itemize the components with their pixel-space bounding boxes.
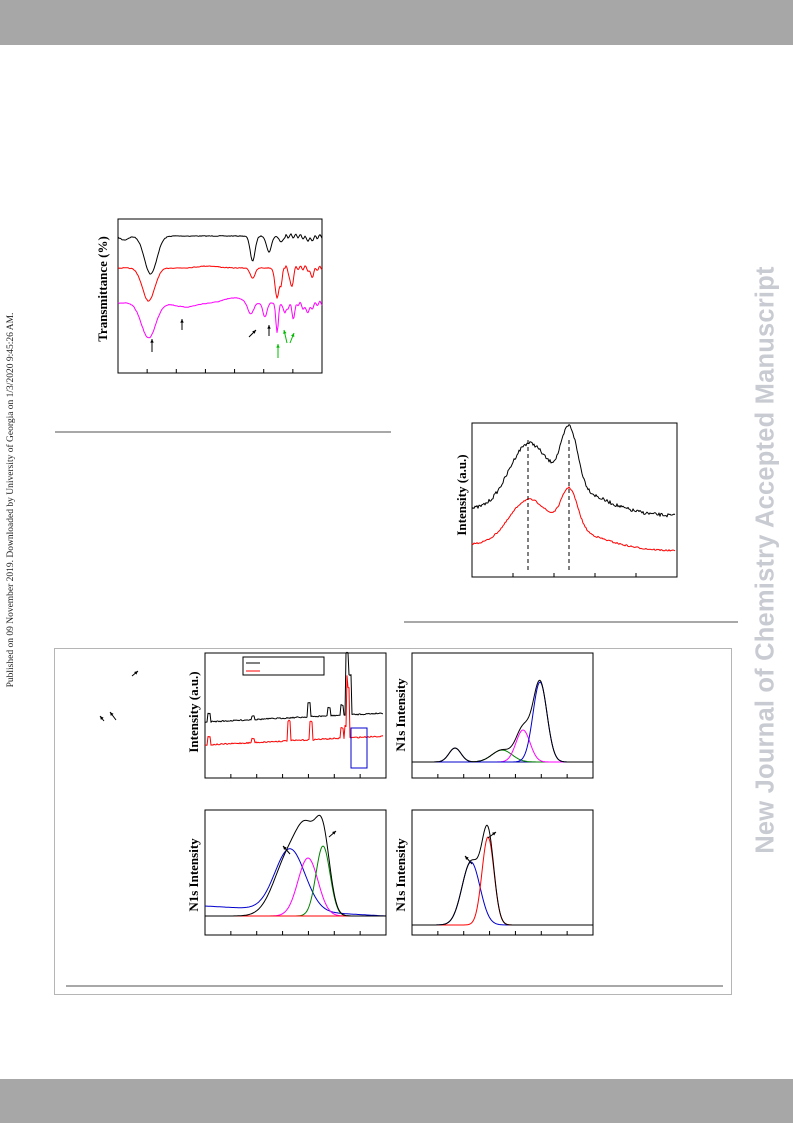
ftir-arrow-1-head [150,339,154,343]
ftir-arrow-3-head [252,330,256,334]
ftir-arrow-6-head [283,330,287,334]
xps-n1s-c-component-1 [412,861,593,926]
ftir-arrow-7-head [291,333,295,337]
xps-n1s-c-arrow-2-head [492,832,496,836]
ftir-series-2 [117,265,323,302]
xps-n1s-b-component-1 [204,848,387,917]
xrd-frame [471,422,678,578]
xps-n1s-b-component-3 [205,845,386,917]
xps-n1s-a-component-2 [412,749,593,763]
xps-n1s-a-frame [411,652,594,779]
xps-n1s-c-frame [411,809,594,936]
footer-bar [0,1079,793,1123]
ftir-series-1 [117,233,323,275]
header-bar [0,0,793,45]
xps-n1s-b-frame [204,809,387,936]
xrd-series-1 [471,424,676,518]
n1s-highlight-box [350,727,368,769]
xps-n1s-a-arrow-3-head [134,671,138,675]
xps-n1s-a-component-3 [412,729,593,763]
figure2-caption-rule [404,621,738,623]
xps-survey-frame [204,652,387,779]
xps-n1s-b-envelope [205,814,386,917]
ftir-arrow-5-head [276,344,280,348]
ftir-frame [117,218,323,374]
xps-n1s-c-arrow-1-head [465,856,469,860]
xps-n1s-b-arrow-1-head [283,846,287,850]
xps-n1s-b-arrow-2-head [332,831,336,835]
xps-n1s-a-arrow-1-head [100,716,104,720]
figure1-caption-rule [55,431,391,433]
xps-n1s-a-envelope [412,679,593,763]
ftir-arrow-2-head [180,319,184,323]
xps-n1s-c-envelope [412,824,593,926]
xps-survey-series-1 [204,651,384,724]
ftir-series-3 [117,297,323,339]
xps-n1s-c-component-2 [412,836,593,926]
xps-survey-legend [242,656,325,676]
xps-n1s-a-arrow-2-head [110,712,114,716]
figure3-frame [54,648,732,995]
ftir-arrow-4-head [267,325,271,329]
xps-survey-series-2 [205,675,384,746]
xrd-series-2 [471,486,676,552]
figure3-caption-rule [66,985,723,987]
